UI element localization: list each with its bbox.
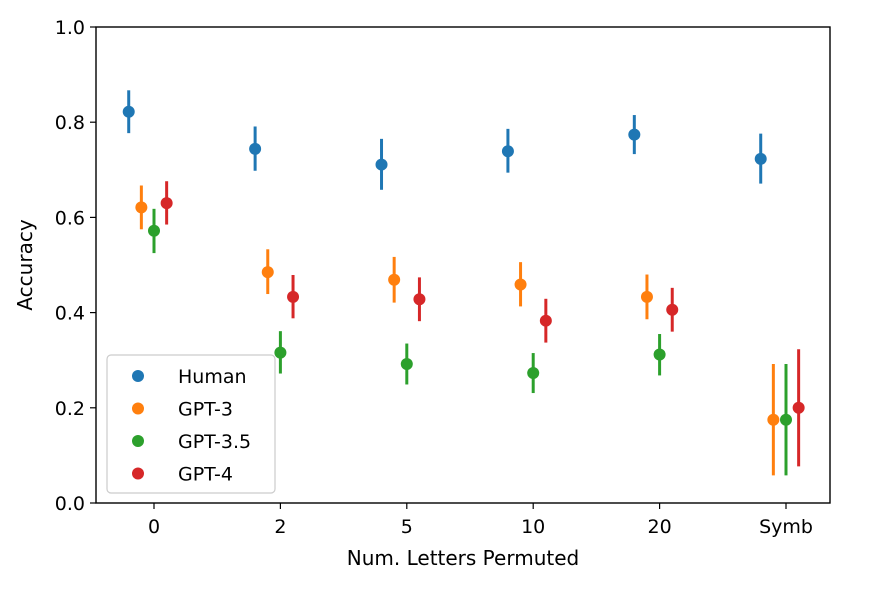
point-human [754, 152, 767, 165]
point-gpt-4 [792, 401, 805, 414]
x-tick-label: 5 [401, 516, 413, 538]
point-gpt-3 [767, 413, 780, 426]
y-tick-label: 0.4 [55, 303, 85, 325]
point-gpt-3 [135, 201, 148, 214]
axes-frame [95, 26, 831, 504]
point-gpt-3-5 [400, 358, 413, 371]
point-gpt-3-5 [148, 224, 160, 237]
x-axis-label: Num. Letters Permuted [347, 546, 579, 570]
legend-marker-gpt-3 [132, 402, 144, 415]
y-tick-label: 0.0 [55, 493, 85, 515]
x-tick-label: Symb [759, 516, 813, 538]
point-gpt-4 [413, 293, 426, 306]
legend-label-gpt-3-5: GPT-3.5 [178, 431, 251, 453]
point-gpt-3-5 [780, 413, 792, 426]
legend-label-gpt-3: GPT-3 [178, 399, 233, 421]
legend-marker-gpt-4 [132, 467, 144, 480]
legend-marker-gpt-3-5 [132, 435, 144, 447]
legend: Human GPT-3 GPT-3.5 GPT-4 [106, 354, 276, 494]
legend-box [106, 354, 276, 494]
x-tick-label: 2 [274, 516, 286, 538]
x-tick-label: 10 [521, 516, 545, 538]
y-tick-label: 1.0 [55, 17, 85, 39]
point-gpt-3 [261, 266, 274, 279]
y-tick-label: 0.2 [55, 398, 85, 420]
y-axis-label: Accuracy [13, 219, 37, 310]
legend-label-human: Human [178, 366, 247, 388]
point-gpt-3-5 [527, 367, 540, 380]
point-gpt-4 [666, 303, 679, 316]
point-gpt-3 [640, 290, 653, 303]
axis-ticks: 0.0 0.2 0.4 0.6 0.8 1.0 0 2 5 10 20 Symb [55, 17, 813, 538]
point-gpt-3 [388, 273, 401, 286]
legend-label-gpt-4: GPT-4 [178, 464, 233, 486]
point-gpt-3-5 [274, 346, 287, 359]
y-tick-label: 0.6 [55, 207, 85, 229]
legend-marker-human [132, 370, 144, 382]
point-human [628, 128, 641, 141]
point-human [122, 105, 135, 118]
point-gpt-4 [287, 290, 300, 303]
y-tick-label: 0.8 [55, 112, 85, 134]
x-tick-label: 0 [148, 516, 160, 538]
point-gpt-4 [539, 314, 552, 327]
point-human [249, 142, 262, 155]
point-human [375, 158, 388, 171]
point-gpt-4 [160, 197, 173, 210]
plot-area [122, 90, 805, 476]
point-human [501, 145, 514, 158]
x-tick-label: 20 [648, 516, 672, 538]
point-gpt-3-5 [653, 348, 666, 361]
point-gpt-3 [514, 278, 527, 291]
